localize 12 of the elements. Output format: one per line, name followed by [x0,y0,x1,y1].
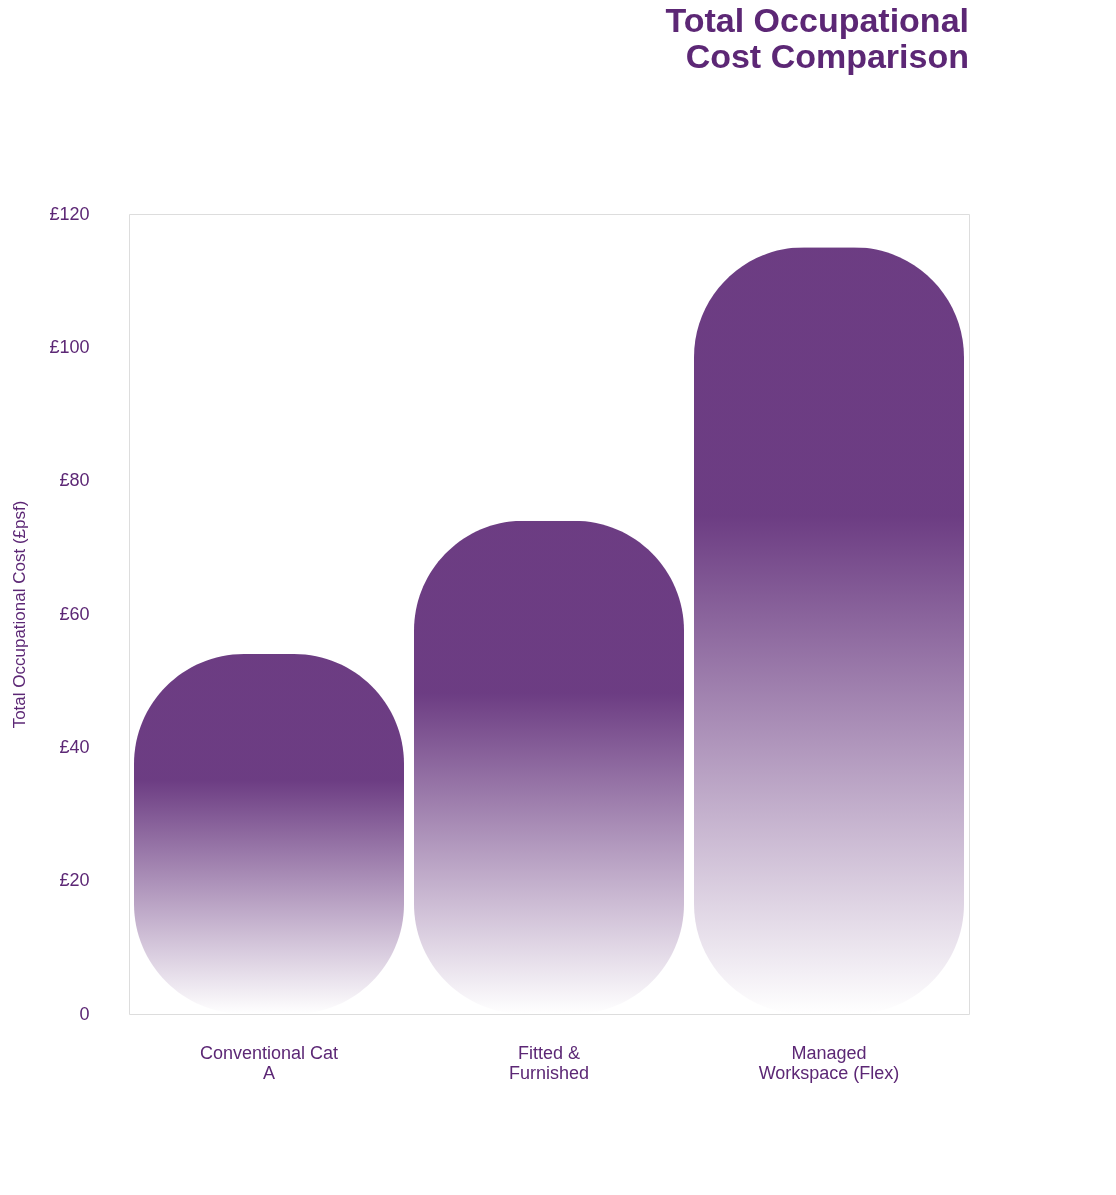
y-tick-label: £40 [59,736,90,757]
y-axis-title: Total Occupational Cost (£psf) [10,500,30,729]
y-tick-label: £60 [59,603,90,624]
y-tick-label: £120 [49,203,90,224]
x-tick-label: Fitted & Furnished [508,1042,590,1083]
y-tick-label: £80 [59,470,90,491]
x-tick-label: Managed Workspace (Flex) [758,1042,900,1083]
chart-title: Total Occupational Cost Comparison [665,1,969,75]
x-tick-label: Conventional Cat A [199,1042,339,1083]
y-tick-label: £100 [49,336,90,357]
y-tick-label: £20 [59,870,90,891]
y-tick-label: 0 [79,1003,90,1024]
